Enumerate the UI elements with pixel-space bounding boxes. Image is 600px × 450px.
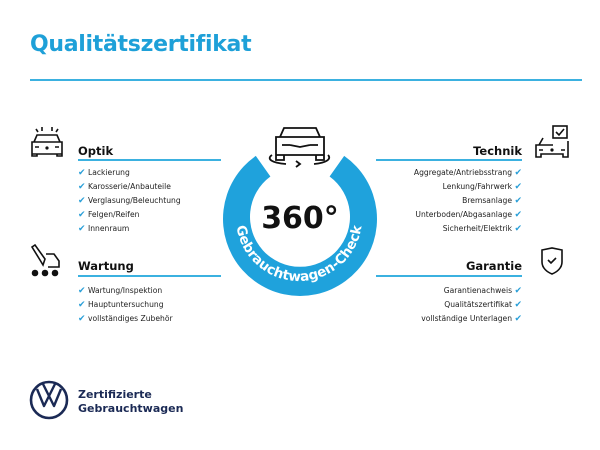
car-checklist-icon bbox=[535, 125, 569, 158]
wartung-divider bbox=[78, 275, 221, 277]
check-icon: ✔ bbox=[514, 286, 522, 296]
check-icon: ✔ bbox=[514, 196, 522, 206]
wartung-list: ✔ Wartung/Inspektion ✔ Hauptuntersuchung… bbox=[78, 284, 173, 326]
vw-logo bbox=[29, 380, 69, 420]
technik-list: Aggregate/Antriebsstrang ✔ Lenkung/Fahrw… bbox=[414, 166, 522, 236]
badge-ring bbox=[223, 155, 377, 296]
check-icon: ✔ bbox=[514, 224, 522, 234]
check-icon: ✔ bbox=[514, 210, 522, 220]
list-item: ✔ Lackierung bbox=[78, 168, 130, 178]
list-item: Lenkung/Fahrwerk ✔ bbox=[442, 182, 522, 192]
shield-check-icon bbox=[541, 247, 563, 275]
360-check-badge: 360° Gebrauchtwagen-Check bbox=[223, 127, 377, 296]
list-item: ✔ Wartung/Inspektion bbox=[78, 286, 163, 296]
check-icon: ✔ bbox=[78, 182, 86, 192]
list-item: ✔ Hauptuntersuchung bbox=[78, 300, 164, 310]
optik-list: ✔ Lackierung ✔ Karosserie/Anbauteile ✔ V… bbox=[78, 166, 181, 236]
list-item: Aggregate/Antriebsstrang ✔ bbox=[413, 168, 522, 178]
list-item: ✔ vollständiges Zubehör bbox=[78, 314, 173, 324]
check-icon: ✔ bbox=[514, 314, 522, 324]
list-item: vollständige Unterlagen ✔ bbox=[421, 314, 522, 324]
technik-divider bbox=[376, 159, 522, 161]
list-item: ✔ Felgen/Reifen bbox=[78, 210, 140, 220]
optik-divider bbox=[78, 159, 221, 161]
check-icon: ✔ bbox=[514, 182, 522, 192]
section-heading-garantie: Garantie bbox=[465, 259, 522, 273]
list-item: Garantienachweis ✔ bbox=[443, 286, 522, 296]
check-icon: ✔ bbox=[78, 168, 86, 178]
garantie-list: Garantienachweis ✔ Qualitätszertifikat ✔… bbox=[421, 284, 522, 326]
check-icon: ✔ bbox=[78, 286, 86, 296]
page-title: Qualitätszertifikat bbox=[30, 32, 252, 57]
title-divider bbox=[30, 79, 582, 81]
check-icon: ✔ bbox=[78, 224, 86, 234]
section-heading-wartung: Wartung bbox=[78, 259, 134, 273]
check-icon: ✔ bbox=[78, 314, 86, 324]
list-item: ✔ Verglasung/Beleuchtung bbox=[78, 196, 181, 206]
footer-brand-text: Zertifizierte Gebrauchtwagen bbox=[78, 388, 184, 415]
section-heading-optik: Optik bbox=[78, 144, 114, 158]
check-icon: ✔ bbox=[78, 300, 86, 310]
list-item: Qualitätszertifikat ✔ bbox=[444, 300, 522, 310]
check-icon: ✔ bbox=[514, 168, 522, 178]
check-icon: ✔ bbox=[78, 210, 86, 220]
section-heading-technik: Technik bbox=[473, 144, 522, 158]
garantie-divider bbox=[376, 275, 522, 277]
check-icon: ✔ bbox=[78, 196, 86, 206]
list-item: Sicherheit/Elektrik ✔ bbox=[442, 224, 522, 234]
list-item: ✔ Karosserie/Anbauteile bbox=[78, 182, 171, 192]
badge-number: 360° bbox=[261, 201, 339, 236]
car-rotate-icon bbox=[268, 127, 331, 168]
list-item: Unterboden/Abgasanlage ✔ bbox=[415, 210, 522, 220]
maintenance-icon bbox=[30, 244, 60, 277]
check-icon: ✔ bbox=[514, 300, 522, 310]
list-item: Bremsanlage ✔ bbox=[462, 196, 522, 206]
list-item: ✔ Innenraum bbox=[78, 224, 130, 234]
car-lights-icon bbox=[31, 127, 63, 157]
